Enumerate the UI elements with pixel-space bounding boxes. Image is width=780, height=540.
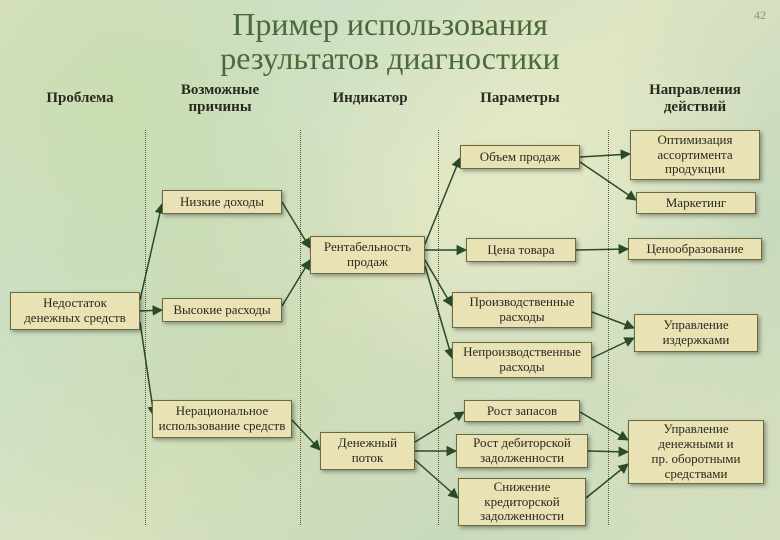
node-high_expense: Высокие расходы [162, 298, 282, 322]
edge-volume-assort_opt [580, 154, 630, 157]
edge-profitab-volume [425, 158, 460, 244]
node-irrational: Нерациональноеиспользование средств [152, 400, 292, 438]
column-separator [300, 130, 301, 525]
node-profitab: Рентабельностьпродаж [310, 236, 425, 274]
edge-cashflow-credit_down [415, 460, 458, 498]
edge-low_income-profitab [282, 202, 310, 248]
column-separator [438, 130, 439, 525]
edge-problem-high_expense [140, 310, 162, 311]
column-separator [145, 130, 146, 525]
column-header-indicator: Индикатор [310, 90, 430, 107]
column-header-actions: Направлениядействий [620, 82, 770, 116]
node-credit_down: Снижениекредиторскойзадолженности [458, 478, 586, 526]
node-problem: Недостатокденежных средств [10, 292, 140, 330]
column-header-problem: Проблема [20, 90, 140, 107]
edge-credit_down-cash_mgmt [586, 464, 628, 498]
edge-price-pricing [576, 249, 628, 250]
edge-high_expense-profitab [282, 260, 310, 306]
page-number: 42 [754, 8, 766, 23]
column-separator [608, 130, 609, 525]
node-price: Цена товара [466, 238, 576, 262]
node-cash_mgmt: Управлениеденежными ипр. оборотнымисредс… [628, 420, 764, 484]
node-volume: Объем продаж [460, 145, 580, 169]
edge-irrational-cashflow [292, 420, 320, 450]
edge-nonprod_exp-cost_mgmt [592, 338, 634, 358]
node-prod_exp: Производственныерасходы [452, 292, 592, 328]
node-stock_growth: Рост запасов [464, 400, 580, 422]
node-cashflow: Денежныйпоток [320, 432, 415, 470]
node-marketing: Маркетинг [636, 192, 756, 214]
node-assort_opt: Оптимизацияассортиментапродукции [630, 130, 760, 180]
edge-prod_exp-cost_mgmt [592, 312, 634, 328]
node-low_income: Низкие доходы [162, 190, 282, 214]
node-cost_mgmt: Управлениеиздержками [634, 314, 758, 352]
column-header-causes: Возможныепричины [150, 82, 290, 116]
node-nonprod_exp: Непроизводственныерасходы [452, 342, 592, 378]
page-title: Пример использованиярезультатов диагност… [0, 8, 780, 75]
edge-problem-low_income [140, 204, 162, 300]
column-header-params: Параметры [450, 90, 590, 107]
node-pricing: Ценообразование [628, 238, 762, 260]
node-debit_growth: Рост дебиторскойзадолженности [456, 434, 588, 468]
